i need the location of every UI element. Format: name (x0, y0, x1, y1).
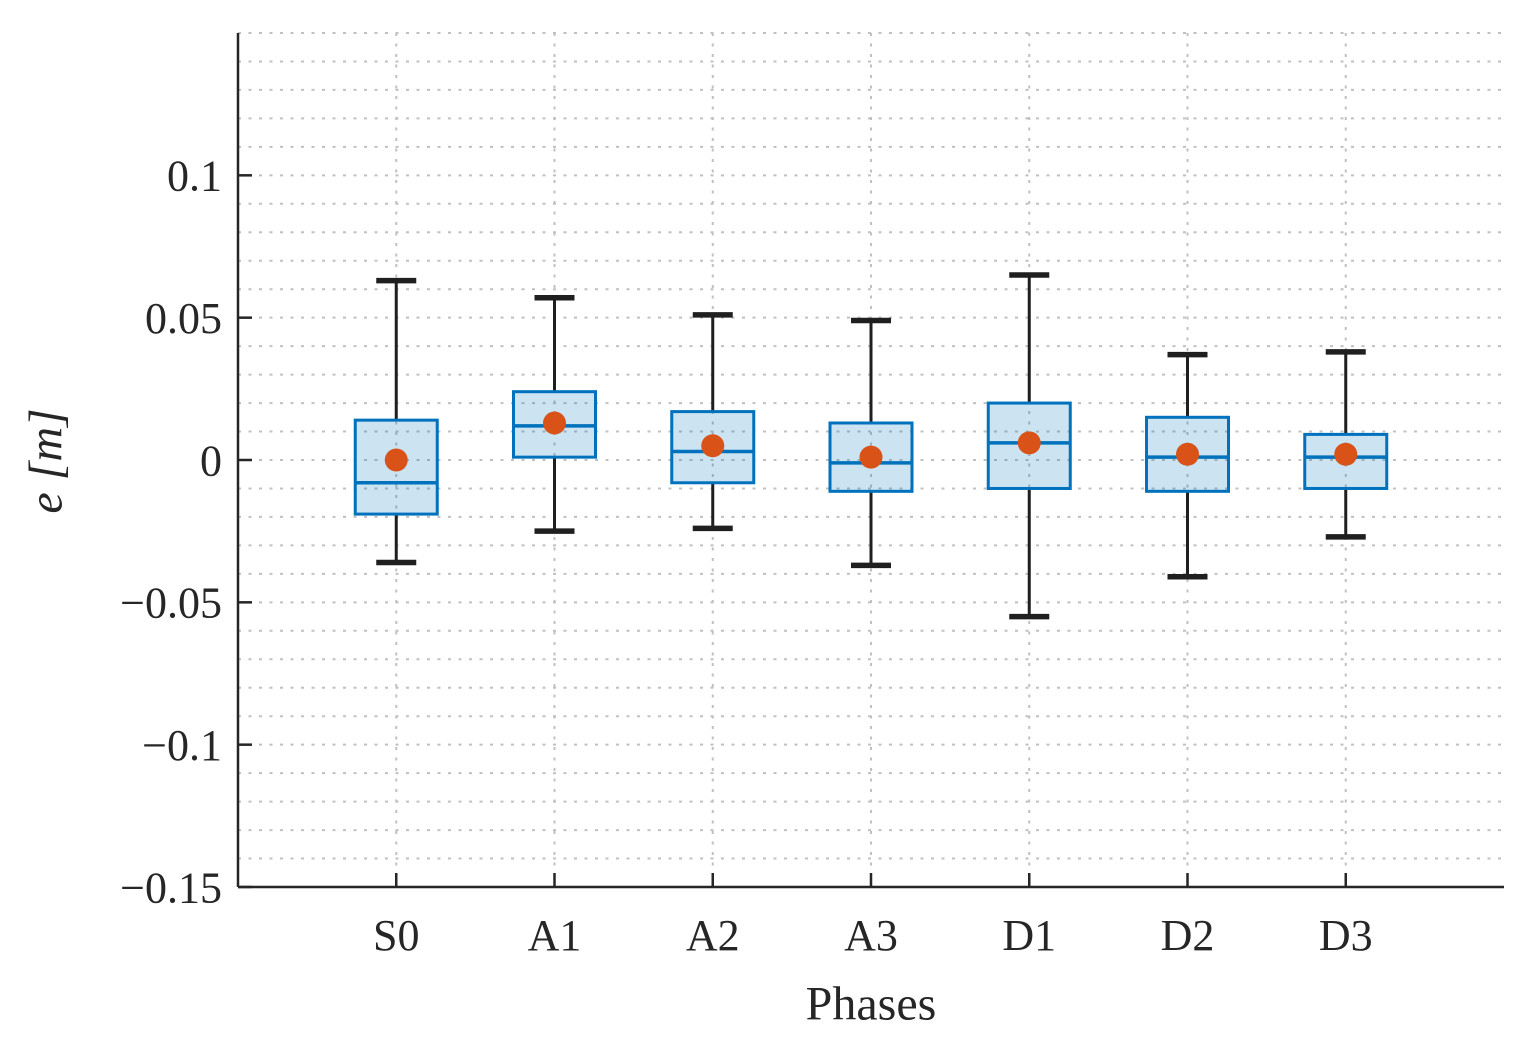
y-axis-label: e [m] (19, 408, 73, 514)
mean-dot (1334, 442, 1358, 466)
x-tick-label: D3 (1319, 911, 1373, 960)
y-tick-label: 0.1 (167, 152, 222, 201)
y-tick-label: −0.1 (142, 721, 222, 770)
y-tick-label: 0.05 (145, 294, 222, 343)
y-tick-label: 0 (200, 436, 222, 485)
x-tick-label: S0 (373, 911, 419, 960)
mean-dot (701, 434, 725, 458)
x-tick-label: D2 (1161, 911, 1215, 960)
mean-dot (1017, 431, 1041, 455)
x-tick-label: A1 (528, 911, 582, 960)
y-tick-label: −0.05 (120, 579, 222, 628)
y-tick-label: −0.15 (120, 863, 222, 912)
x-tick-label: A3 (844, 911, 898, 960)
x-axis-label: Phases (805, 977, 937, 1031)
mean-dot (1176, 442, 1199, 466)
x-tick-label: D1 (1002, 911, 1056, 960)
x-tick-label: A2 (686, 911, 740, 960)
mean-dot (859, 445, 883, 469)
mean-dot (543, 411, 566, 435)
mean-dot (384, 448, 408, 472)
